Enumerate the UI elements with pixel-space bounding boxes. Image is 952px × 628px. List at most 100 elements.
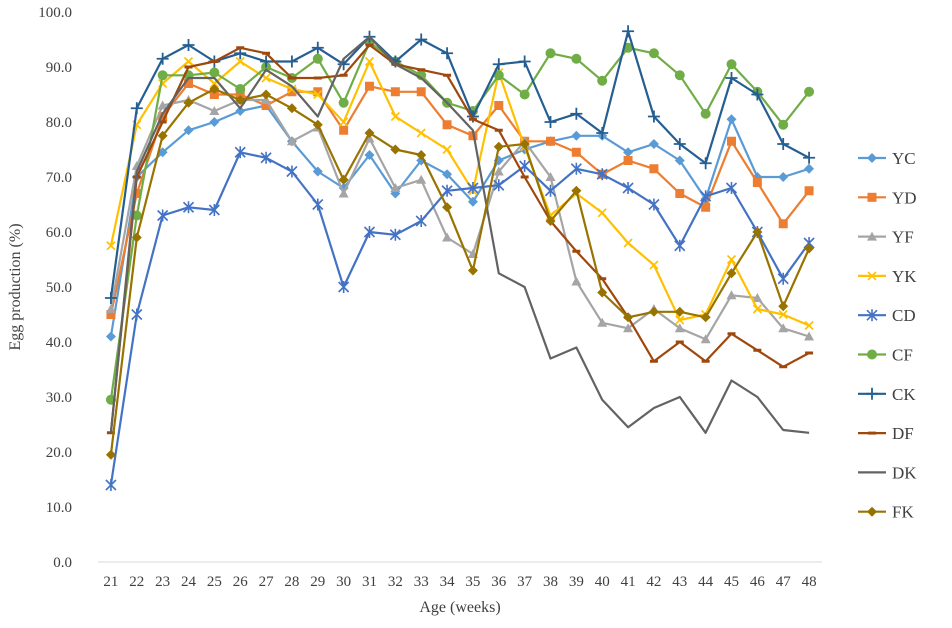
x-tick-label: 40 (595, 574, 610, 590)
legend-label: CF (892, 346, 913, 365)
data-point-cd (493, 179, 505, 192)
x-tick-label: 31 (362, 574, 377, 590)
data-point-fk (364, 128, 375, 138)
series-yf (105, 95, 815, 344)
y-tick-label: 30.0 (46, 390, 72, 406)
x-tick-label: 21 (103, 574, 118, 590)
series-line-ck (109, 30, 810, 299)
data-point-fk (338, 174, 349, 185)
data-point-yd (132, 189, 142, 198)
data-point-yk (623, 238, 633, 248)
data-point-cd (105, 479, 117, 491)
series-line-cd (109, 151, 810, 486)
data-point-ck (751, 88, 764, 101)
data-point-fk (467, 265, 478, 276)
data-point-cd (338, 281, 350, 293)
data-point-cd (182, 201, 195, 214)
data-point-yd (235, 90, 245, 99)
data-point-yd (804, 186, 814, 196)
data-point-cf (312, 53, 323, 64)
series-line-dk (109, 35, 810, 434)
data-point-cd (777, 272, 789, 285)
data-point-cd (441, 184, 453, 197)
legend-marker (867, 271, 877, 281)
data-point-cf (157, 70, 168, 81)
y-tick-label: 90.0 (46, 60, 72, 76)
data-point-yf (209, 106, 220, 115)
legend-label: CK (892, 385, 916, 404)
data-point-cd (674, 239, 686, 252)
data-point-cd (596, 168, 608, 181)
data-point-cf (726, 59, 737, 70)
y-tick-label: 40.0 (46, 335, 72, 351)
data-point-fk (571, 185, 582, 196)
data-point-yk (597, 208, 607, 218)
data-point-ck (570, 107, 583, 120)
data-point-yk (649, 260, 659, 270)
data-point-cf (674, 70, 685, 81)
x-tick-label: 43 (672, 574, 687, 590)
data-point-yk (390, 111, 400, 122)
data-point-fk (209, 84, 220, 94)
data-point-cd (415, 215, 427, 227)
data-point-yf (571, 276, 582, 286)
data-point-fk (700, 312, 711, 323)
y-tick-label: 100.0 (38, 5, 72, 21)
data-point-yd (675, 189, 685, 198)
data-point-yf (623, 323, 634, 333)
series-line-yk (109, 60, 810, 327)
data-point-ck (544, 116, 557, 128)
data-point-yd (623, 156, 633, 165)
data-point-fk (183, 97, 194, 108)
data-point-ck (725, 72, 738, 84)
legend-marker (866, 309, 878, 322)
y-tick-label: 10.0 (46, 500, 72, 516)
data-point-yc (467, 196, 478, 207)
series-line-fk (109, 87, 811, 455)
series-yc (105, 100, 815, 342)
data-point-cd (700, 190, 712, 203)
legend-marker (867, 153, 877, 163)
data-point-yd (158, 112, 168, 121)
x-tick-label: 35 (465, 574, 480, 590)
legend-label: YK (892, 267, 917, 286)
legend-label: YF (892, 228, 914, 247)
series-line-yc (109, 104, 810, 337)
data-point-yk (339, 117, 349, 127)
x-tick-label: 47 (776, 574, 792, 590)
data-point-fk (390, 144, 401, 155)
legend-item-dk: DK (858, 463, 917, 482)
data-point-fk (726, 268, 737, 279)
data-point-yf (674, 323, 685, 333)
data-point-yc (442, 169, 453, 180)
data-point-fk (442, 202, 453, 213)
data-point-yf (493, 166, 504, 176)
x-tick-label: 34 (440, 574, 456, 590)
x-tick-label: 27 (259, 574, 275, 590)
data-point-cf (778, 119, 789, 130)
data-point-cf (700, 108, 711, 119)
data-point-ck (647, 110, 660, 123)
x-tick-label: 33 (414, 574, 429, 590)
data-point-yf (338, 188, 349, 198)
data-point-ck (622, 25, 635, 38)
data-point-yc (648, 139, 659, 149)
y-tick-label: 50.0 (46, 280, 72, 296)
x-tick-label: 28 (284, 574, 299, 590)
data-point-fk (623, 312, 634, 323)
data-point-cd (363, 226, 376, 238)
data-point-ck (182, 39, 195, 51)
data-point-cd (570, 162, 582, 175)
data-point-yk (726, 254, 737, 265)
x-tick-labels: 21 22 23 24 25 26 27 28 29 30 31 32 33 34 35 36 37 38 39 40… (103, 574, 816, 590)
legend-item-df: DF (858, 424, 914, 443)
legend-label: DF (892, 424, 914, 443)
data-point-yd (313, 87, 323, 97)
data-point-ck (130, 102, 143, 115)
data-point-cd (467, 182, 479, 194)
data-point-cf (131, 210, 142, 221)
data-point-fk (804, 243, 815, 254)
data-point-ck (699, 157, 712, 170)
